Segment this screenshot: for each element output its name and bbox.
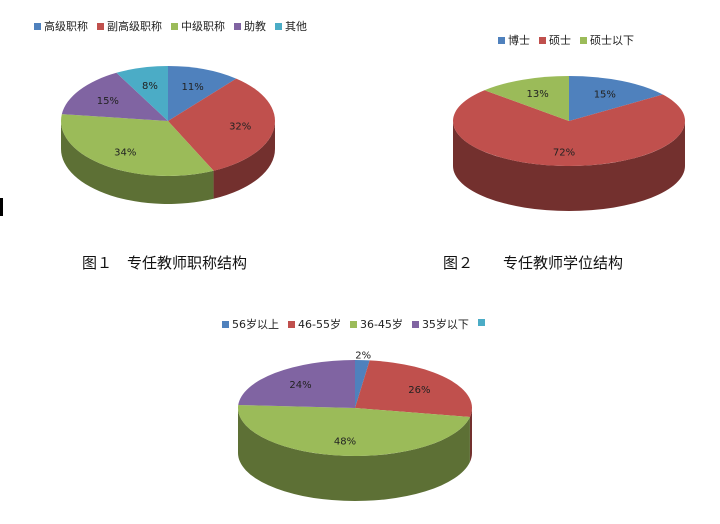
- legend-item: 博士: [498, 32, 530, 48]
- caption-chart-1: 图１ 专任教师职称结构: [82, 254, 248, 272]
- legend-label: 硕士: [549, 34, 571, 47]
- legend-swatch: [222, 321, 229, 328]
- legend-chart-2: 博士 硕士 硕士以下: [498, 32, 634, 48]
- data-label: 32%: [229, 122, 251, 133]
- data-label: 11%: [182, 82, 204, 93]
- legend-item: 高级职称: [34, 18, 88, 34]
- legend-swatch: [97, 23, 104, 30]
- legend-item: [477, 316, 488, 332]
- pie-slice-0: [569, 76, 663, 121]
- text-cursor: [0, 198, 3, 216]
- legend-item: 46-55岁: [288, 316, 341, 332]
- legend-swatch: [275, 23, 282, 30]
- legend-item: 副高级职称: [97, 18, 162, 34]
- data-label: 48%: [334, 436, 356, 447]
- data-label: 26%: [408, 385, 430, 396]
- legend-chart-3: 56岁以上 46-55岁 36-45岁 35岁以下: [222, 316, 488, 332]
- pie-slice-0: [168, 66, 237, 121]
- legend-swatch: [171, 23, 178, 30]
- data-label: 72%: [553, 148, 575, 159]
- pie-slice-3: [61, 72, 168, 121]
- legend-swatch: [477, 319, 485, 326]
- data-label: 8%: [142, 81, 158, 92]
- legend-swatch: [34, 23, 41, 30]
- legend-label: 46-55岁: [298, 318, 341, 331]
- pie-slice-1: [168, 78, 275, 171]
- legend-swatch: [411, 321, 419, 328]
- pie-slice-2: [237, 404, 470, 457]
- legend-swatch: [580, 37, 587, 44]
- legend-label: 其他: [285, 20, 307, 33]
- legend-label: 35岁以下: [421, 318, 469, 331]
- legend-label: 副高级职称: [107, 20, 162, 33]
- legend-item: 56岁以上: [222, 316, 279, 332]
- legend-chart-1: 高级职称 副高级职称 中级职称 助教 其他: [34, 18, 307, 34]
- legend-swatch: [539, 37, 546, 44]
- caption-chart-2: 图２ 专任教师学位结构: [443, 254, 624, 272]
- legend-swatch: [234, 23, 241, 30]
- legend-item: 助教: [234, 18, 266, 34]
- legend-label: 36-45岁: [359, 318, 403, 331]
- legend-label: 中级职称: [181, 20, 225, 33]
- legend-item: 中级职称: [171, 18, 225, 34]
- legend-item: 35岁以下: [411, 316, 469, 332]
- legend-item: 36-45岁: [349, 316, 403, 332]
- pie-slice-3: [238, 360, 355, 408]
- legend-label: 硕士以下: [590, 34, 634, 47]
- legend-label: 高级职称: [44, 20, 88, 33]
- data-label: 2%: [355, 350, 371, 361]
- data-label: 15%: [594, 90, 616, 101]
- pie-slice-0: [355, 360, 370, 408]
- pie-slice-1: [452, 90, 685, 167]
- pie-side-2: [237, 408, 470, 502]
- pie-side-2: [61, 121, 214, 204]
- pie-side-1: [213, 121, 275, 199]
- pie-slice-1: [355, 360, 473, 417]
- legend-label: 56岁以上: [232, 318, 279, 331]
- legend-item: 硕士以下: [580, 32, 634, 48]
- legend-label: 助教: [244, 20, 266, 33]
- data-label: 34%: [114, 147, 136, 158]
- legend-label: 博士: [508, 34, 530, 47]
- data-label: 15%: [97, 96, 119, 107]
- legend-item: 其他: [275, 18, 307, 34]
- data-label: 24%: [289, 380, 311, 391]
- pie-slice-2: [60, 114, 214, 177]
- legend-swatch: [288, 321, 295, 328]
- data-label: 13%: [527, 89, 549, 100]
- pie-slice-2: [484, 76, 569, 121]
- legend-swatch: [349, 321, 357, 328]
- legend-swatch: [498, 37, 505, 44]
- pie-slice-4: [116, 66, 168, 121]
- legend-item: 硕士: [539, 32, 571, 48]
- pie-side-1: [469, 408, 472, 462]
